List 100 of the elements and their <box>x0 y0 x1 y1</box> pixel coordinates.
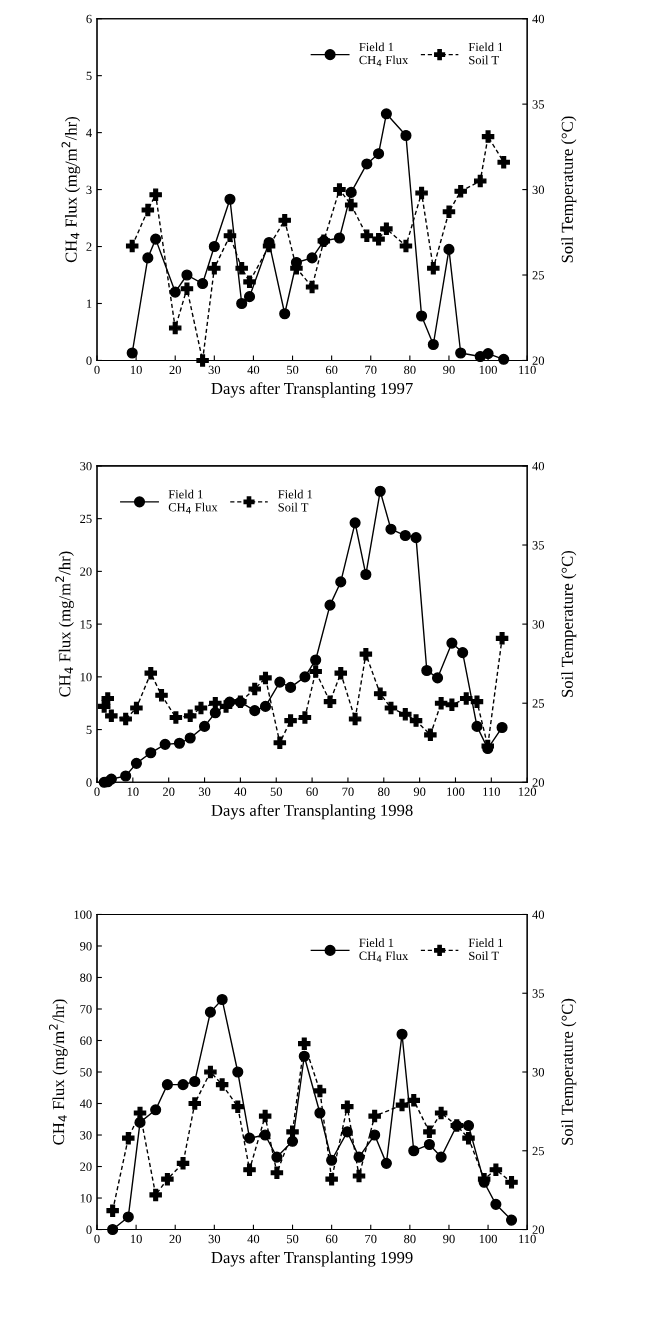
x-axis-title: Days after Transplanting 1999 <box>211 1251 413 1267</box>
x-tick-label: 80 <box>378 787 390 796</box>
x-tick-label: 70 <box>365 365 377 375</box>
y-tick-label: 4 <box>86 128 92 137</box>
y2-tick-label: 35 <box>532 100 545 109</box>
point <box>161 1079 173 1091</box>
x-tick-label: 10 <box>130 365 142 375</box>
point <box>471 720 483 732</box>
point <box>348 712 362 726</box>
point <box>197 277 209 290</box>
point <box>407 1094 421 1107</box>
point <box>434 1106 448 1120</box>
point <box>310 654 322 666</box>
point <box>305 280 319 294</box>
point <box>231 1100 245 1113</box>
point <box>505 1176 518 1189</box>
point <box>369 1129 381 1141</box>
point <box>216 993 228 1006</box>
point <box>455 347 467 359</box>
x-tick-label: 30 <box>208 1234 221 1244</box>
point <box>258 1109 272 1123</box>
point <box>188 1097 202 1110</box>
x-tick-label: 40 <box>234 787 247 796</box>
point <box>395 1098 409 1112</box>
point <box>415 186 428 200</box>
x-tick-label: 100 <box>447 787 465 796</box>
point <box>481 130 495 143</box>
point <box>130 757 142 769</box>
y-tick-label: 20 <box>80 1162 92 1171</box>
point <box>196 354 209 367</box>
y2-axis-title: Soil Temperature (°C) <box>561 998 577 1145</box>
y-tick-label: 15 <box>80 620 92 629</box>
legend-label: Field 1 Soil T <box>468 938 503 961</box>
point <box>373 148 385 160</box>
y-tick-label: 10 <box>80 672 92 682</box>
point <box>150 1104 162 1116</box>
y-tick-label: 90 <box>80 942 92 951</box>
point <box>368 1109 381 1123</box>
x-tick-label: 110 <box>519 365 536 375</box>
point <box>497 155 510 169</box>
point <box>270 1166 284 1180</box>
point <box>299 671 311 683</box>
y2-tick-label: 40 <box>532 14 545 24</box>
x-tick-label: 10 <box>130 1234 142 1244</box>
point <box>400 129 412 142</box>
point <box>248 682 261 696</box>
point <box>142 252 154 264</box>
point <box>243 1163 256 1176</box>
point <box>249 705 261 717</box>
x-tick-label: 110 <box>483 787 500 796</box>
point <box>208 240 220 253</box>
x-tick-label: 20 <box>169 1234 181 1244</box>
point <box>273 736 287 750</box>
y-tick-label: 100 <box>74 910 92 919</box>
point <box>130 701 143 715</box>
point <box>209 696 222 710</box>
y-tick-label: 0 <box>86 1225 92 1234</box>
point <box>457 647 469 659</box>
x-tick-label: 100 <box>479 365 497 375</box>
y2-tick-label: 25 <box>532 271 545 280</box>
y2-tick-label: 30 <box>532 1068 545 1077</box>
point <box>446 637 458 649</box>
point <box>279 308 291 320</box>
point <box>219 700 233 713</box>
point <box>306 252 318 264</box>
y2-tick-label: 25 <box>532 699 545 708</box>
y-tick-label: 50 <box>80 1068 92 1077</box>
point <box>106 1204 119 1217</box>
point <box>180 282 194 295</box>
point <box>145 747 157 759</box>
point <box>431 672 444 684</box>
x-tick-label: 60 <box>306 787 318 796</box>
y2-axis-title: Soil Temperature (°C) <box>561 116 577 263</box>
x-axis-title: Days after Transplanting 1997 <box>211 382 413 398</box>
x-tick-label: 90 <box>413 787 426 796</box>
point <box>489 1163 503 1176</box>
point <box>496 721 508 734</box>
x-tick-label: 30 <box>208 365 221 375</box>
y-tick-label: 3 <box>86 185 92 195</box>
legend-label: Field 1 Soil T <box>468 42 503 65</box>
point <box>169 711 183 724</box>
point <box>126 347 138 359</box>
y-tick-label: 20 <box>80 567 92 576</box>
point <box>169 286 181 298</box>
point <box>427 338 439 351</box>
point <box>416 310 428 322</box>
x-tick-label: 120 <box>518 787 537 796</box>
point <box>427 261 440 275</box>
y-tick-label: 5 <box>86 71 92 81</box>
x-tick-label: 20 <box>163 787 175 796</box>
x-tick-label: 100 <box>479 1234 497 1244</box>
point <box>133 1106 147 1120</box>
point <box>209 707 221 719</box>
point <box>344 198 358 212</box>
point <box>399 529 411 542</box>
point <box>459 692 473 705</box>
point <box>176 1157 190 1170</box>
x-axis-title: Days after Transplanting 1998 <box>211 804 413 820</box>
y2-tick-label: 40 <box>532 910 545 919</box>
point <box>173 737 186 749</box>
